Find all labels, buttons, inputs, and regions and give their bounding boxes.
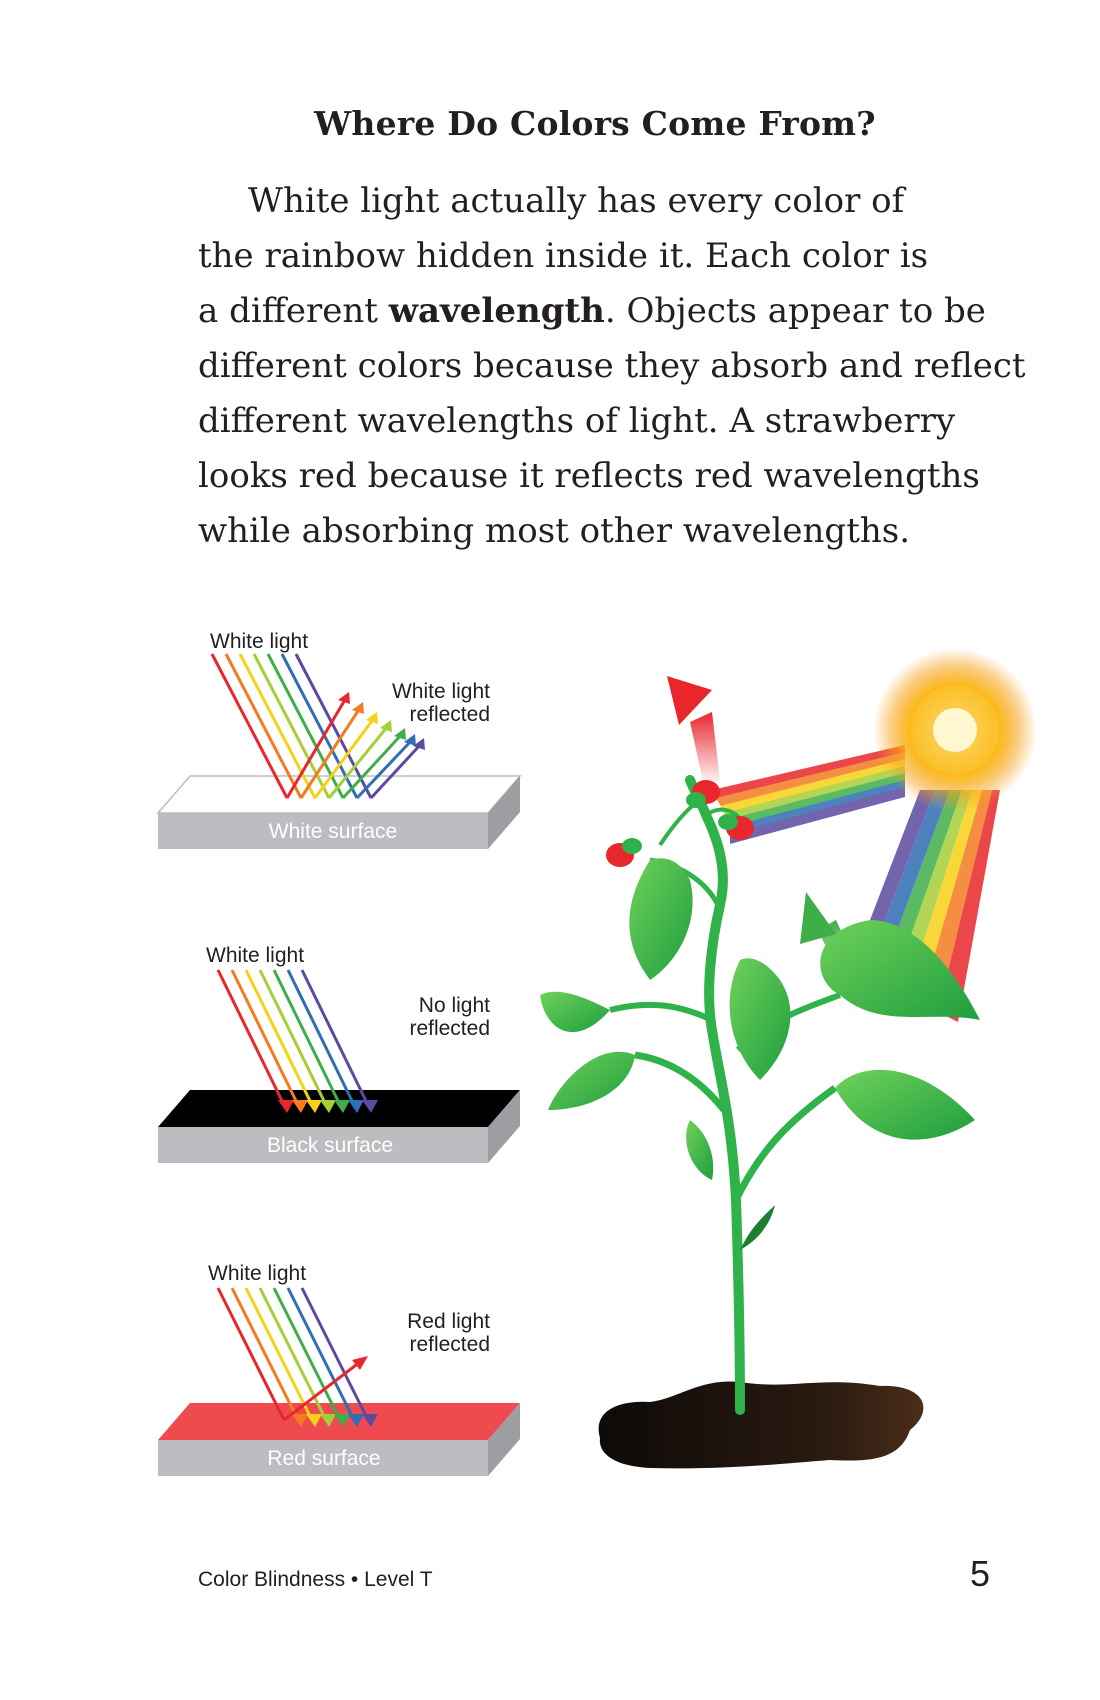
leaf <box>540 991 610 1033</box>
text-line: different wavelengths of light. A strawb… <box>198 401 956 441</box>
black-surface-front <box>158 1127 488 1163</box>
incoming-light-label: White light <box>206 944 304 967</box>
reflected-label-line2: reflected <box>409 1333 490 1356</box>
body-paragraph: White light actually has every color of … <box>198 174 1026 559</box>
reflected-label-line1: White light <box>392 680 490 703</box>
soil <box>598 1381 924 1469</box>
red-surface-diagram: Red surface White light Red light reflec… <box>158 1262 520 1476</box>
reflected-label-line1: Red light <box>407 1310 490 1333</box>
vocabulary-word: wavelength <box>388 291 605 331</box>
stem <box>685 775 745 1415</box>
text-line: a different wavelength. Objects appear t… <box>198 284 1018 339</box>
book-footer: Color Blindness • Level T <box>198 1568 433 1591</box>
text-line: while absorbing most other wavelengths. <box>198 511 911 551</box>
white-surface-side <box>488 776 520 849</box>
text-line: White light actually has every color of <box>248 181 905 221</box>
text-line: different colors because they absorb and… <box>198 346 1026 386</box>
text-fragment: a different <box>198 291 389 331</box>
black-surface-label: Black surface <box>267 1134 393 1157</box>
reflected-label-line2: reflected <box>409 703 490 726</box>
reflected-red-ray <box>283 1360 361 1422</box>
red-surface-side <box>488 1403 520 1476</box>
flower <box>686 780 720 808</box>
red-surface-label: Red surface <box>267 1447 380 1470</box>
leaf <box>835 1069 975 1140</box>
page-number: 5 <box>970 1553 991 1594</box>
incoming-rays <box>210 653 423 800</box>
reflected-label-line2: reflected <box>409 1017 490 1040</box>
incoming-rays <box>216 1287 378 1427</box>
leaf <box>548 1051 635 1110</box>
red-surface-front <box>158 1440 488 1476</box>
white-surface-top <box>156 775 522 814</box>
page-heading: Where Do Colors Come From? <box>314 104 876 143</box>
white-surface-diagram: White surface White light <box>156 630 522 849</box>
reflected-arrowheads <box>338 692 425 750</box>
leaf <box>686 1120 714 1180</box>
incoming-light-label: White light <box>208 1262 306 1285</box>
text-fragment: . Objects appear to be <box>604 291 986 331</box>
red-surface-top <box>158 1403 520 1440</box>
reflected-red-arrow <box>667 676 720 786</box>
text-line: looks red because it reflects red wavele… <box>198 456 980 496</box>
white-surface-front <box>158 813 488 849</box>
absorbed-rays <box>216 969 378 1113</box>
leaf <box>729 958 791 1080</box>
black-surface-top <box>158 1090 520 1127</box>
plant-illustration <box>540 648 1037 1469</box>
reflected-label-line1: No light <box>419 994 490 1017</box>
leaf <box>629 858 693 980</box>
text-line: the rainbow hidden inside it. Each color… <box>198 236 929 276</box>
leaf <box>820 920 980 1020</box>
rainbow-beam-to-flower <box>712 745 905 844</box>
black-surface-diagram: Black surface White light No light refle… <box>158 944 520 1163</box>
black-surface-side <box>488 1090 520 1163</box>
white-surface-label: White surface <box>269 820 397 843</box>
flower <box>718 814 754 840</box>
incoming-light-label: White light <box>210 630 308 653</box>
flower <box>606 838 642 867</box>
